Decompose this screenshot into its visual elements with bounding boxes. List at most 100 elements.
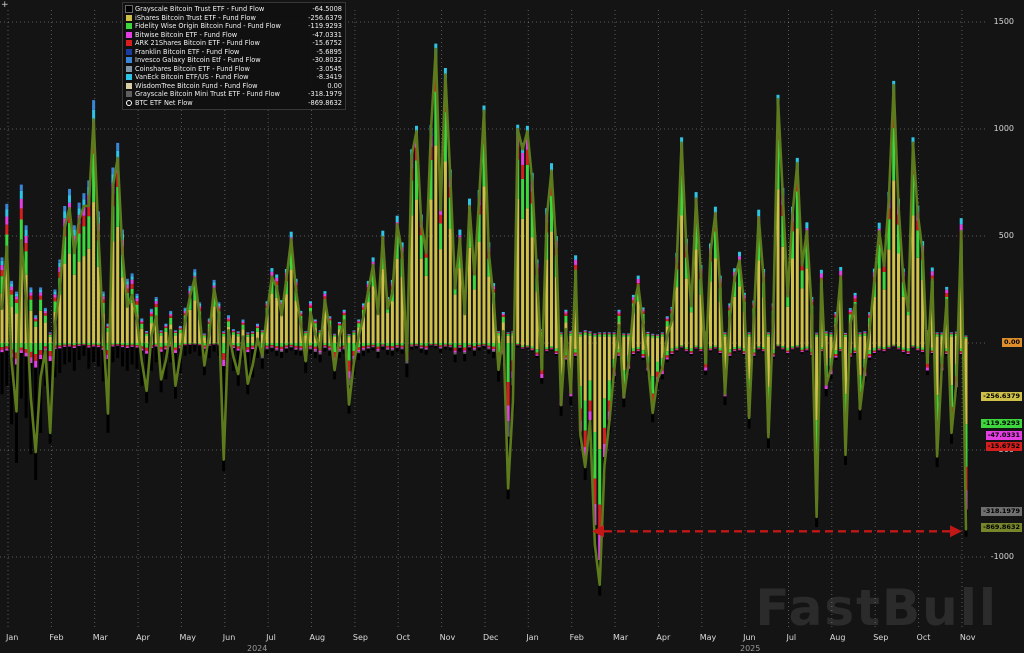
legend-item[interactable]: iShares Bitcoin Trust ETF - Fund Flow -25… [126, 14, 342, 23]
fund-flow-bar [603, 427, 606, 444]
fund-flow-bar [15, 296, 18, 300]
fund-flow-bar [882, 350, 886, 352]
fund-flow-bar [670, 320, 674, 343]
fund-flow-bar [270, 348, 274, 352]
fund-flow-bar [713, 343, 717, 346]
legend-item[interactable]: Franklin Bitcoin ETF - Fund Flow -5.6895 [126, 48, 342, 57]
fund-flow-bar [174, 333, 177, 336]
fund-flow-bar [921, 352, 925, 354]
arrow-head-right-icon [950, 525, 962, 538]
last-value-tag: -119.9293 [981, 419, 1022, 428]
legend-item[interactable]: Coinshares Bitcoin ETF - Fund Flow -3.054… [126, 65, 342, 74]
legend-item[interactable]: Grayscale Bitcoin Mini Trust ETF - Fund … [126, 90, 342, 99]
fund-flow-bar [564, 351, 568, 356]
fund-flow-bar [771, 356, 775, 359]
fund-flow-bar [390, 350, 394, 356]
fund-flow-bar [757, 260, 761, 343]
fund-flow-bar [101, 299, 105, 303]
fund-flow-bar [598, 534, 602, 561]
legend-item[interactable]: Grayscale Bitcoin Trust ETF - Fund Flow -… [125, 5, 342, 14]
legend-item[interactable]: WisdomTree Bitcoin Fund - Fund Flow 0.00 [126, 82, 342, 91]
fund-flow-bar [434, 343, 438, 345]
fund-flow-bar [930, 351, 934, 354]
x-axis-month-label: Apr [656, 633, 671, 642]
fund-flow-bar [256, 326, 259, 328]
fund-flow-bar [202, 334, 206, 336]
fund-flow-bar [24, 356, 28, 418]
fund-flow-bar [786, 350, 790, 352]
legend-item[interactable]: BTC ETF Net Flow -869.8632 [126, 99, 342, 108]
fund-flow-bar [386, 343, 390, 346]
fund-flow-bar [207, 344, 211, 346]
fund-flow-bar [651, 343, 655, 377]
fund-flow-bar [236, 343, 240, 347]
fund-flow-bar [872, 297, 876, 343]
fund-flow-bar [24, 352, 28, 357]
fund-flow-bar [337, 346, 341, 349]
fund-flow-bar [323, 348, 327, 352]
fund-flow-bar [877, 346, 881, 349]
fund-flow-bar [762, 349, 766, 351]
fund-flow-bar [723, 332, 727, 333]
fund-flow-bar [844, 332, 847, 334]
fund-flow-bar [429, 345, 433, 348]
fund-flow-bar [434, 91, 438, 146]
fund-flow-bar [381, 230, 385, 237]
legend-value: -3.0545 [316, 64, 342, 73]
fund-flow-bar [574, 349, 578, 353]
fund-flow-bar [154, 346, 158, 363]
fund-flow-bar [251, 336, 255, 343]
fund-flow-bar [699, 349, 703, 351]
fund-flow-bar [101, 296, 105, 300]
fund-flow-bar [231, 334, 235, 343]
fund-flow-bar [246, 336, 250, 343]
fund-flow-bar [92, 100, 96, 110]
fund-flow-bar [641, 356, 645, 358]
fund-flow-bar [848, 308, 852, 310]
fund-flow-bar [96, 344, 100, 347]
fund-flow-bar [202, 337, 206, 343]
legend-item[interactable]: Invesco Galaxy Bitcoin Etf - Fund Flow -3… [126, 56, 342, 65]
fund-flow-bar [839, 267, 843, 271]
fund-flow-bar [92, 346, 96, 363]
fund-flow-bar [689, 343, 693, 349]
fund-flow-bar [159, 331, 163, 333]
legend-item[interactable]: ARK 21Shares Bitcoin ETF - Fund Flow -15.… [126, 39, 342, 48]
fund-flow-bar [92, 343, 96, 345]
fund-flow-bar [815, 332, 819, 334]
legend-item[interactable]: VanEck Bitcoin ETF/US - Fund Flow -8.3419 [126, 73, 342, 82]
fund-flow-bar [260, 332, 264, 335]
fund-flow-bar [863, 332, 867, 333]
fund-flow-bar [950, 332, 953, 333]
legend-item[interactable]: Bitwise Bitcoin ETF - Fund Flow -47.0331 [126, 31, 342, 40]
fund-flow-bar [174, 331, 177, 333]
fund-flow-bar [550, 346, 553, 348]
legend-value: -15.6752 [312, 39, 342, 48]
legend-label: WisdomTree Bitcoin Fund - Fund Flow [135, 81, 258, 90]
fund-flow-bar [699, 294, 703, 343]
fund-flow-bar [357, 323, 361, 328]
fund-flow-bar [357, 319, 361, 321]
fund-flow-bar [578, 343, 582, 387]
fund-flow-bar [222, 333, 226, 337]
fund-flow-bar [868, 356, 872, 358]
fund-flow-bar [164, 345, 168, 348]
fund-flow-bar [858, 332, 862, 333]
fund-flow-bar [154, 343, 158, 345]
fund-flow-bar [318, 330, 322, 331]
fund-flow-bar [675, 269, 679, 288]
fund-flow-bar [323, 346, 327, 348]
fund-flow-bar [328, 348, 332, 350]
fund-flow-bar [256, 345, 259, 358]
last-value-tag: -47.0331 [985, 431, 1022, 440]
fund-flow-bar [140, 348, 144, 351]
legend-item[interactable]: Fidelity Wise Origin Bitcoin Fund - Fund… [126, 22, 342, 31]
fund-flow-bar [598, 504, 602, 535]
fund-flow-bar [53, 349, 57, 378]
fund-flow-bar [844, 343, 847, 395]
fund-flow-bar [357, 349, 361, 352]
fund-flow-bar [945, 289, 949, 294]
fund-flow-bar [554, 351, 558, 353]
fund-flow-bar [868, 354, 872, 357]
